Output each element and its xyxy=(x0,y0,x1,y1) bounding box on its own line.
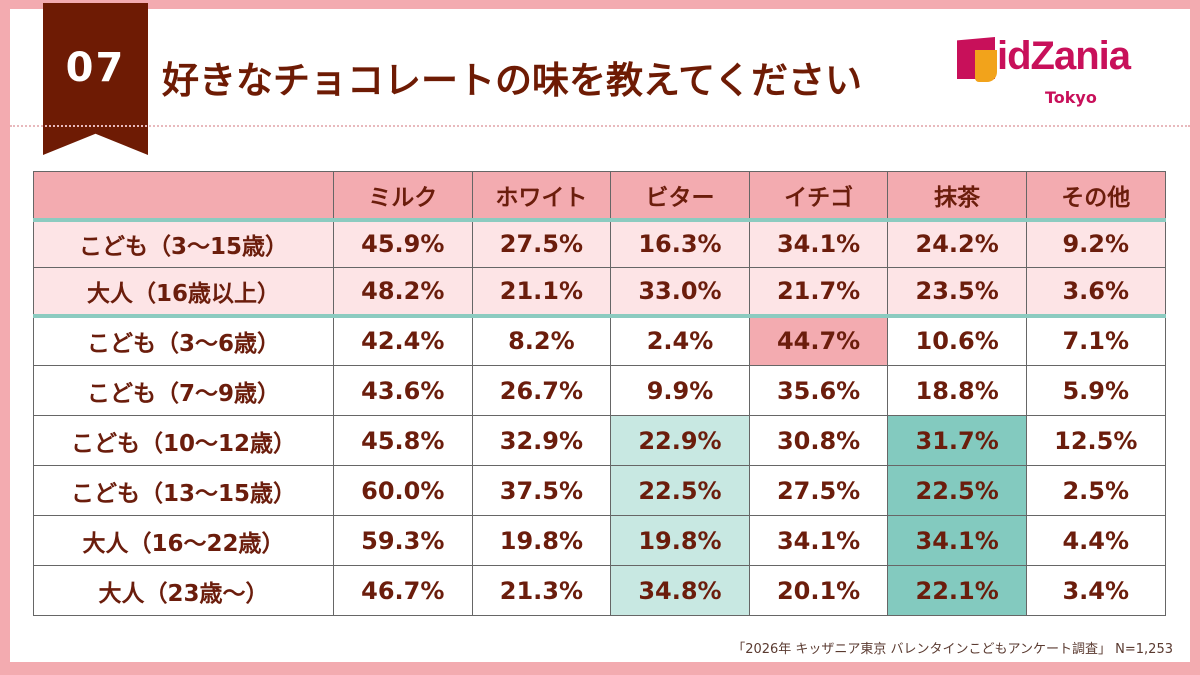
table-cell: 23.5% xyxy=(887,267,1027,318)
table-cell: 46.7% xyxy=(333,565,473,616)
table-cell: 3.6% xyxy=(1025,267,1166,318)
table-row: 大人（16歳以上） 48.2% 21.1% 33.0% 21.7% 23.5% 3.6% xyxy=(33,267,1166,318)
table-row: こども（13～15歳） 60.0% 37.5% 22.5% 27.5% 22.5% 2.5% xyxy=(33,465,1166,516)
row-label: 大人（16～22歳） xyxy=(33,515,334,566)
table-cell: 4.4% xyxy=(1025,515,1166,566)
row-label: こども（10～12歳） xyxy=(33,415,334,466)
table-row: 大人（23歳～） 46.7% 21.3% 34.8% 20.1% 22.1% 3.4% xyxy=(33,565,1166,616)
table-cell: 10.6% xyxy=(887,315,1027,366)
table-cell: 8.2% xyxy=(471,315,612,366)
table-cell: 33.0% xyxy=(610,267,750,318)
table-cell: 24.2% xyxy=(887,219,1027,268)
table-cell: 45.8% xyxy=(333,415,473,466)
column-header: ビター xyxy=(610,171,750,222)
table-cell: 22.5% xyxy=(610,465,750,516)
table-cell: 42.4% xyxy=(333,315,473,366)
table-row: こども（7～9歳） 43.6% 26.7% 9.9% 35.6% 18.8% 5.9% xyxy=(33,365,1166,416)
table-cell: 27.5% xyxy=(471,219,612,268)
table-cell: 7.1% xyxy=(1025,315,1166,366)
table-cell: 21.7% xyxy=(748,267,889,318)
row-label: 大人（23歳～） xyxy=(33,565,334,616)
table-cell: 32.9% xyxy=(471,415,612,466)
header-empty xyxy=(33,171,334,222)
table-cell: 21.3% xyxy=(471,565,612,616)
table-cell: 2.5% xyxy=(1025,465,1166,516)
table-cell: 19.8% xyxy=(610,515,750,566)
logo-flag-accent-icon xyxy=(975,50,997,82)
table-cell: 20.1% xyxy=(748,565,889,616)
table-cell: 43.6% xyxy=(333,365,473,416)
table-header-row: ミルク ホワイト ビター イチゴ 抹茶 その他 xyxy=(33,171,1166,222)
footnote: 「2026年 キッザニア東京 バレンタインこどもアンケート調査」 N=1,253 xyxy=(732,642,1173,657)
column-header: 抹茶 xyxy=(887,171,1027,222)
table-row: こども（3～6歳） 42.4% 8.2% 2.4% 44.7% 10.6% 7.1% xyxy=(33,315,1166,366)
table-cell: 22.1% xyxy=(887,565,1027,616)
table-cell: 22.9% xyxy=(610,415,750,466)
table-row: こども（3～15歳） 45.9% 27.5% 16.3% 34.1% 24.2% 9.2% xyxy=(33,219,1166,268)
table-cell: 34.1% xyxy=(748,219,889,268)
row-label: こども（7～9歳） xyxy=(33,365,334,416)
table-cell: 60.0% xyxy=(333,465,473,516)
logo-text: idZania xyxy=(997,34,1131,78)
row-label: こども（3～6歳） xyxy=(33,315,334,366)
table-cell: 34.1% xyxy=(887,515,1027,566)
dotted-divider xyxy=(10,125,1190,127)
table-cell: 31.7% xyxy=(887,415,1027,466)
row-label: こども（3～15歳） xyxy=(33,219,334,268)
table-cell: 26.7% xyxy=(471,365,612,416)
page-title: 好きなチョコレートの味を教えてください xyxy=(162,59,863,102)
table-row: 大人（16～22歳） 59.3% 19.8% 19.8% 34.1% 34.1% 4.4% xyxy=(33,515,1166,566)
table-cell: 45.9% xyxy=(333,219,473,268)
table-cell: 35.6% xyxy=(748,365,889,416)
table-cell: 19.8% xyxy=(471,515,612,566)
table-cell: 34.8% xyxy=(610,565,750,616)
table-cell: 5.9% xyxy=(1025,365,1166,416)
number-ribbon xyxy=(43,3,148,155)
table-cell: 44.7% xyxy=(748,315,889,366)
table-cell: 22.5% xyxy=(887,465,1027,516)
question-number: 07 xyxy=(65,45,126,91)
table-cell: 59.3% xyxy=(333,515,473,566)
table-cell: 18.8% xyxy=(887,365,1027,416)
table-cell: 27.5% xyxy=(748,465,889,516)
column-header: ミルク xyxy=(333,171,473,222)
kidzania-logo: idZania Tokyo xyxy=(955,32,1180,112)
row-label: こども（13～15歳） xyxy=(33,465,334,516)
column-header: ホワイト xyxy=(471,171,612,222)
table-cell: 30.8% xyxy=(748,415,889,466)
table-cell: 16.3% xyxy=(610,219,750,268)
table-cell: 2.4% xyxy=(610,315,750,366)
table-cell: 12.5% xyxy=(1025,415,1166,466)
column-header: その他 xyxy=(1025,171,1166,222)
table-cell: 3.4% xyxy=(1025,565,1166,616)
table-cell: 9.2% xyxy=(1025,219,1166,268)
flavor-table: ミルク ホワイト ビター イチゴ 抹茶 その他 こども（3～15歳） 45.9% 27.5% 1… xyxy=(33,171,1166,616)
table-cell: 9.9% xyxy=(610,365,750,416)
table-cell: 37.5% xyxy=(471,465,612,516)
column-header: イチゴ xyxy=(748,171,889,222)
logo-subtext: Tokyo xyxy=(1045,88,1097,107)
table-row: こども（10～12歳） 45.8% 32.9% 22.9% 30.8% 31.7% 12.5… xyxy=(33,415,1166,466)
table-cell: 34.1% xyxy=(748,515,889,566)
table-cell: 48.2% xyxy=(333,267,473,318)
table-cell: 21.1% xyxy=(471,267,612,318)
row-label: 大人（16歳以上） xyxy=(33,267,334,318)
